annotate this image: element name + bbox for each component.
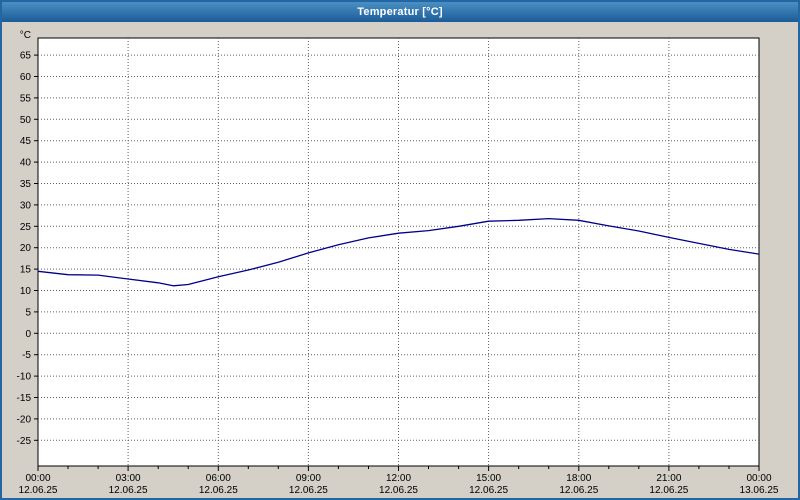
x-tick-time-label: 15:00: [476, 473, 501, 484]
y-tick-label: 40: [20, 158, 32, 169]
y-tick-label: -15: [17, 393, 32, 404]
y-tick-label: 30: [20, 200, 32, 211]
x-tick-time-label: 21:00: [656, 473, 681, 484]
x-tick-date-label: 12.06.25: [649, 485, 688, 496]
y-tick-label: -10: [17, 372, 32, 383]
y-tick-label: 65: [20, 51, 32, 62]
y-tick-label: 20: [20, 243, 32, 254]
y-tick-label: 35: [20, 179, 32, 190]
x-tick-date-label: 12.06.25: [379, 485, 418, 496]
y-tick-label: -25: [17, 436, 32, 447]
x-tick-time-label: 03:00: [116, 473, 141, 484]
y-tick-label: 10: [20, 286, 32, 297]
chart-container: 65 60 55 50 45 40 35 30 25 20 15 10 5 0 -5 -10 -15 -20 -25…: [2, 22, 798, 498]
x-tick-time-label: 12:00: [386, 473, 411, 484]
x-tick-date-label: 12.06.25: [199, 485, 238, 496]
x-tick-date-label: 12.06.25: [289, 485, 328, 496]
window-titlebar: Temperatur [°C]: [2, 2, 798, 22]
x-tick-date-label: 13.06.25: [740, 485, 779, 496]
temperature-line: [37, 217, 760, 287]
x-tick-date-label: 12.06.25: [109, 485, 148, 496]
y-tick-label: 45: [20, 136, 32, 147]
y-tick-label: 60: [20, 72, 32, 83]
y-tick-label: 5: [25, 307, 31, 318]
y-tick-label: 55: [20, 93, 32, 104]
y-tick-label: 15: [20, 265, 32, 276]
x-tick-time-label: 00:00: [746, 473, 771, 484]
y-tick-label: 50: [20, 115, 32, 126]
plot-area: [37, 37, 760, 467]
x-tick-time-label: 09:00: [296, 473, 321, 484]
y-tick-label: 25: [20, 222, 32, 233]
x-tick-date-label: 12.06.25: [559, 485, 598, 496]
x-tick-time-label: 18:00: [566, 473, 591, 484]
x-tick-date-label: 12.06.25: [469, 485, 508, 496]
y-tick-label: -5: [22, 350, 31, 361]
y-axis-unit-label: °C: [20, 30, 31, 41]
window-title: Temperatur [°C]: [357, 6, 443, 18]
temperature-chart: 65605550454035302520151050-5-10-15-20-25…: [17, 30, 779, 496]
x-tick-time-label: 00:00: [25, 473, 50, 484]
x-tick-time-label: 06:00: [206, 473, 231, 484]
y-tick-label: 0: [25, 329, 31, 340]
x-tick-date-label: 12.06.25: [19, 485, 58, 496]
y-tick-label: -20: [17, 414, 32, 425]
